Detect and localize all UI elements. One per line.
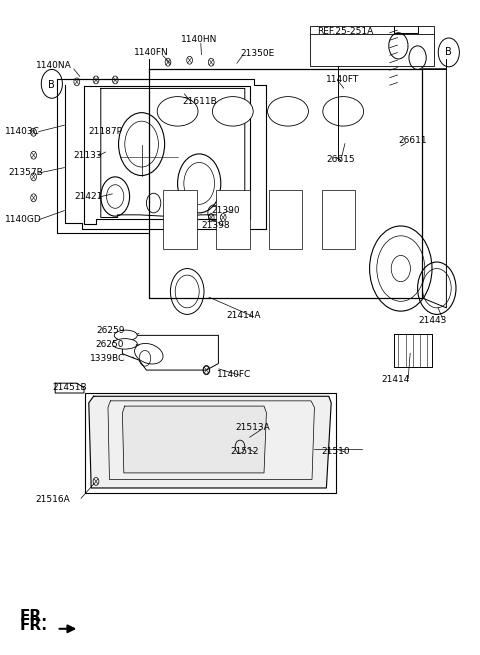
Bar (57, 79, 278, 233)
Text: 26259: 26259 (96, 326, 124, 335)
Bar (269, 190, 302, 249)
Text: FR.: FR. (19, 609, 47, 624)
Ellipse shape (268, 97, 308, 126)
Text: 21398: 21398 (202, 221, 230, 231)
Bar (216, 190, 250, 249)
Ellipse shape (212, 97, 253, 126)
Text: 21421: 21421 (74, 192, 103, 201)
Bar (322, 190, 355, 249)
Text: 21133: 21133 (73, 151, 102, 160)
Bar (85, 393, 336, 493)
Bar (310, 26, 434, 66)
Ellipse shape (134, 343, 163, 364)
Text: REF.25-251A: REF.25-251A (317, 27, 373, 36)
Text: 1140FN: 1140FN (134, 48, 168, 57)
Text: 26615: 26615 (326, 155, 355, 164)
Text: 21611B: 21611B (182, 97, 217, 106)
Text: 1140NA: 1140NA (36, 61, 72, 70)
Polygon shape (149, 69, 422, 298)
Text: FR.: FR. (19, 618, 47, 633)
Ellipse shape (112, 339, 137, 349)
Text: B: B (48, 80, 55, 90)
Text: 21443: 21443 (419, 316, 447, 326)
Text: B: B (445, 47, 452, 58)
Text: 21357B: 21357B (9, 168, 43, 178)
Text: 21516A: 21516A (35, 495, 70, 504)
Text: 11403C: 11403C (5, 126, 40, 136)
Ellipse shape (157, 97, 198, 126)
Bar (163, 190, 197, 249)
Text: 1140HN: 1140HN (181, 35, 217, 44)
Polygon shape (89, 396, 331, 488)
Text: 21414A: 21414A (227, 311, 261, 320)
Text: 1140FC: 1140FC (217, 370, 251, 379)
Ellipse shape (323, 97, 364, 126)
Text: 1140FT: 1140FT (326, 75, 360, 84)
Text: 21414: 21414 (382, 375, 410, 384)
Text: 21512: 21512 (230, 447, 259, 457)
Text: 21451B: 21451B (53, 383, 87, 392)
Text: 21187P: 21187P (89, 126, 123, 136)
Text: 26250: 26250 (95, 340, 123, 349)
Text: 1339BC: 1339BC (90, 354, 125, 363)
Text: 1140GD: 1140GD (5, 215, 42, 224)
Text: 21510: 21510 (322, 447, 350, 457)
Text: 21390: 21390 (211, 206, 240, 215)
Ellipse shape (114, 330, 137, 341)
Text: 21350E: 21350E (240, 49, 274, 58)
Polygon shape (122, 406, 266, 473)
Text: 26611: 26611 (398, 136, 427, 145)
Text: 21513A: 21513A (235, 422, 270, 432)
